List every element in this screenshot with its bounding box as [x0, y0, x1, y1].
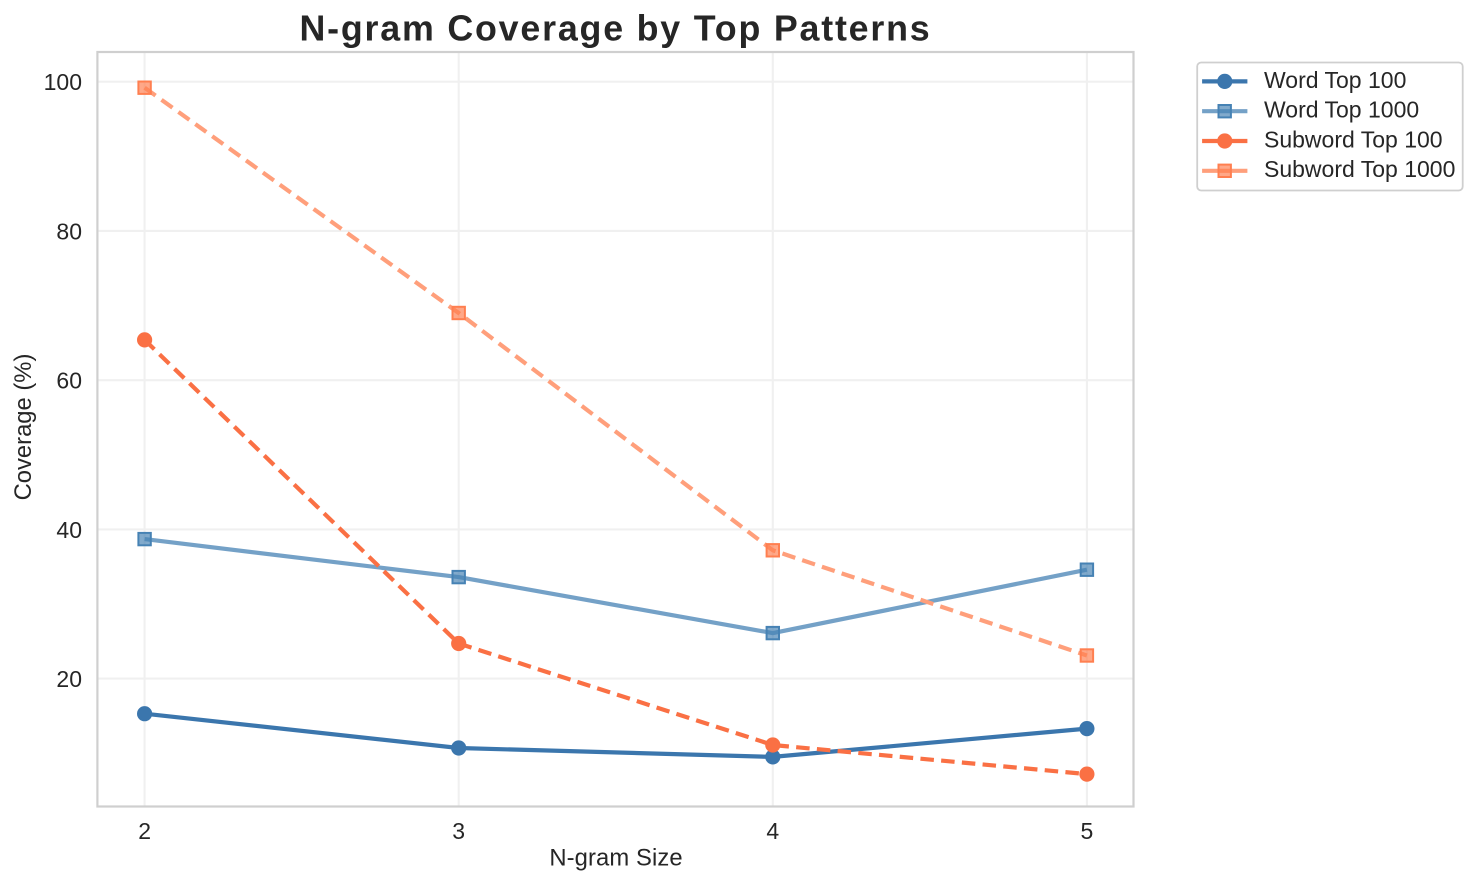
- svg-text:100: 100: [44, 69, 82, 95]
- svg-text:40: 40: [56, 517, 82, 543]
- svg-text:5: 5: [1081, 818, 1094, 844]
- svg-text:60: 60: [56, 368, 82, 394]
- svg-text:2: 2: [138, 818, 151, 844]
- svg-text:Subword Top 100: Subword Top 100: [1264, 126, 1443, 152]
- svg-text:N-gram Coverage by Top Pattern: N-gram Coverage by Top Patterns: [300, 9, 932, 49]
- svg-text:Word Top 100: Word Top 100: [1264, 67, 1406, 93]
- svg-text:N-gram Size: N-gram Size: [549, 845, 682, 872]
- svg-text:20: 20: [56, 666, 82, 692]
- svg-text:3: 3: [452, 818, 465, 844]
- svg-text:Subword Top 1000: Subword Top 1000: [1264, 156, 1455, 182]
- svg-text:Word Top 1000: Word Top 1000: [1264, 97, 1419, 123]
- svg-text:80: 80: [56, 218, 82, 244]
- svg-text:4: 4: [766, 818, 779, 844]
- svg-text:Coverage (%): Coverage (%): [10, 354, 37, 501]
